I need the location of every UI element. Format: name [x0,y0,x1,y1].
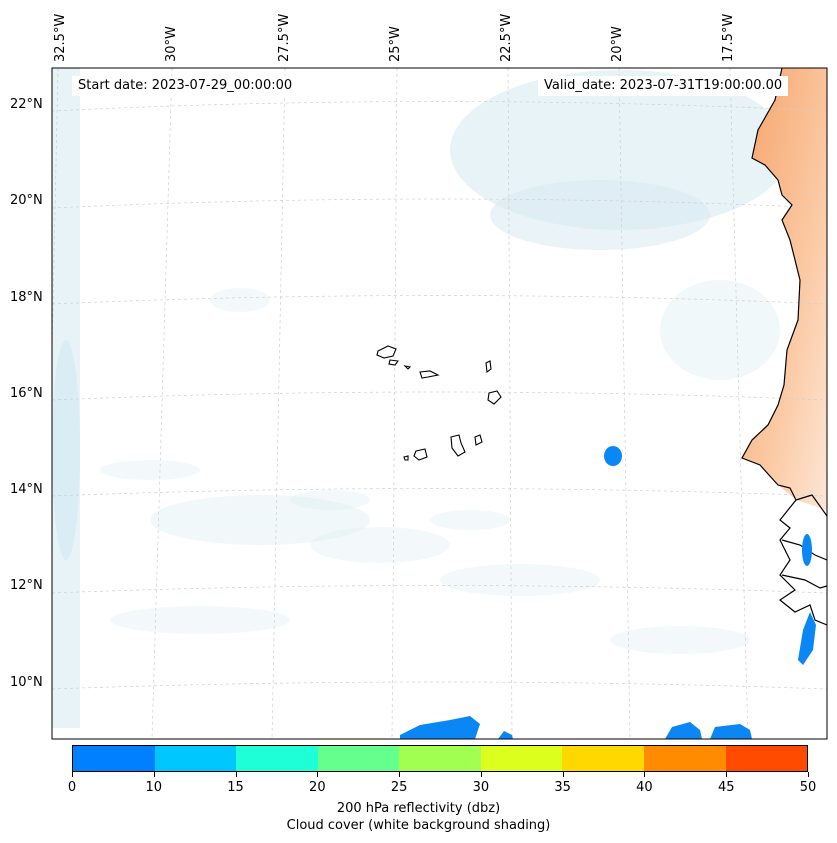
lat-label-10n: 10°N [10,675,43,690]
colorbar-tick-label: 40 [636,780,653,795]
lat-label-14n: 14°N [10,482,43,497]
lon-label-27-5w: 27.5°W [277,13,292,62]
colorbar-tick-mark [726,772,728,777]
colorbar-tick-label: 25 [390,780,408,795]
lon-label-30w: 30°W [164,26,179,62]
colorbar-tick-mark [72,772,73,777]
cape-verde-islands [376,345,502,461]
start-date-label: Start date: 2023-07-29_00:00:00 [72,76,299,96]
graticule [52,68,827,739]
colorbar-segment-0 [73,746,155,771]
lon-label-20w: 20°W [610,26,625,62]
colorbar-tick-label: 10 [145,780,163,795]
colorbar-tick-mark [399,772,401,777]
map-frame [51,67,828,740]
colorbar-tick-label: 20 [309,780,326,795]
colorbar-segment-8 [725,746,808,771]
colorbar-tick-label: 30 [472,780,490,795]
colorbar-tick-mark [808,772,809,777]
lat-label-20n: 20°N [10,193,43,208]
colorbar-segment-4 [399,746,481,771]
africa-land-shading [742,68,827,510]
colorbar-tick-mark [235,772,237,777]
colorbar-tick-label: 45 [717,780,735,795]
colorbar-segment-2 [236,746,318,771]
reflectivity-shading [400,446,816,739]
colorbar-tick-mark [480,772,482,777]
colorbar-title: 200 hPa reflectivity (dbz) [336,801,501,816]
valid-date-label: Valid_date: 2023-07-31T19:00:00.00 [538,76,789,96]
colorbar-segment-7 [643,746,726,771]
colorbar-segment-6 [562,746,644,771]
colorbar-tick-mark [153,772,155,777]
colorbar-tick-label: 35 [554,780,571,795]
colorbar-tick-mark [644,772,646,777]
lon-label-25w: 25°W [388,26,403,62]
colorbar-tick-label: 15 [227,780,244,795]
colorbar-segment-1 [154,746,237,771]
colorbar-tick-mark [562,772,564,777]
colorbar-tick-label: 50 [799,780,817,795]
colorbar-tick-mark [317,772,319,777]
colorbar [72,745,808,772]
lat-label-16n: 16°N [10,386,43,401]
colorbar-segment-3 [317,746,400,771]
cloud-cover-shading [52,68,790,728]
lat-label-22n: 22°N [10,97,43,112]
lon-label-32-5w: 32.5°W [53,13,68,62]
lat-label-12n: 12°N [10,578,43,593]
lat-label-18n: 18°N [10,290,43,305]
colorbar-subtitle: Cloud cover (white background shading) [286,818,551,833]
lon-label-22-5w: 22.5°W [499,13,514,62]
colorbar-segment-5 [480,746,563,771]
africa-land-south [742,458,827,739]
lon-label-17-5w: 17.5°W [721,13,736,62]
colorbar-tick-label: 0 [67,780,77,795]
